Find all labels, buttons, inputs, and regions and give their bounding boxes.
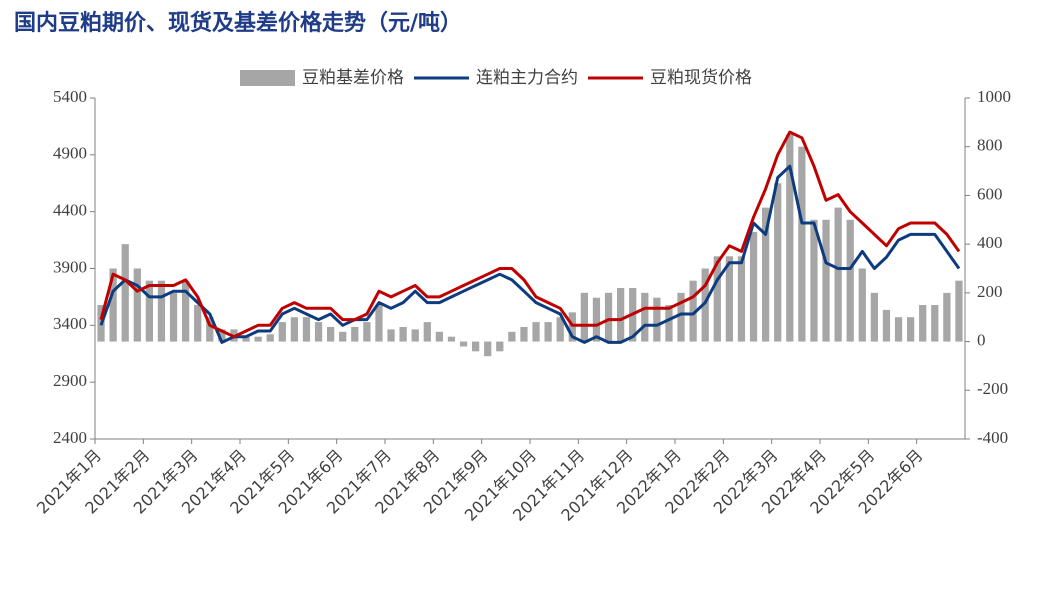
bar (858, 268, 866, 342)
bar (870, 292, 878, 342)
y2-tick-label: 1000 (977, 87, 1011, 106)
legend-swatch (240, 70, 295, 86)
bar (749, 231, 758, 342)
y2-tick-label: 200 (977, 282, 1003, 301)
bar (375, 305, 383, 342)
bar (423, 322, 431, 342)
legend-label: 豆粕现货价格 (650, 68, 752, 88)
bar (701, 268, 709, 342)
bar (665, 305, 673, 342)
bar (798, 146, 806, 342)
bar (725, 256, 733, 342)
bar (737, 256, 746, 342)
bar (810, 219, 818, 342)
bar (459, 341, 468, 347)
bar (592, 297, 601, 342)
y-tick-label: 5400 (53, 87, 87, 106)
bar (266, 334, 274, 342)
bar (907, 317, 915, 342)
bar (363, 322, 371, 342)
bar (568, 312, 576, 342)
bar (121, 244, 129, 342)
y-tick-label: 4900 (53, 144, 87, 163)
bar (544, 322, 552, 342)
bar (218, 329, 226, 342)
bar (894, 317, 903, 342)
bar (846, 219, 854, 342)
bar (762, 207, 770, 342)
line (99, 164, 961, 344)
y2-tick-label: -400 (977, 428, 1008, 447)
bar (532, 322, 540, 342)
bar (182, 280, 190, 342)
bar (556, 317, 564, 342)
y-tick-label: 3900 (53, 257, 87, 276)
bar (580, 292, 588, 342)
y2-tick-label: 0 (977, 330, 986, 349)
bar (339, 331, 347, 342)
bar (435, 331, 443, 342)
legend-label: 豆粕基差价格 (302, 68, 404, 88)
y-tick-label: 2900 (53, 371, 87, 390)
bar (157, 280, 166, 342)
bar (327, 326, 335, 342)
bar (242, 336, 250, 342)
bar (786, 134, 794, 342)
bar (943, 292, 951, 342)
bar (472, 341, 480, 352)
y-tick-label: 3400 (53, 314, 87, 333)
y2-tick-label: 600 (977, 184, 1003, 203)
bar (133, 268, 141, 342)
bar (834, 207, 842, 342)
y-tick-label: 4400 (53, 201, 87, 220)
bar (774, 183, 782, 342)
y2-tick-label: 400 (977, 233, 1003, 252)
bar (194, 305, 202, 342)
bar (411, 329, 419, 342)
chart-title: 国内豆粕期价、现货及基差价格走势（元/吨） (14, 10, 462, 36)
bar (822, 219, 830, 342)
bar (919, 305, 927, 342)
bar (145, 280, 153, 342)
bar (169, 292, 178, 342)
bar (641, 292, 649, 342)
bar (653, 297, 661, 342)
bar (302, 317, 311, 342)
bar (314, 322, 323, 342)
y2-tick-label: -200 (977, 379, 1008, 398)
bar (689, 280, 697, 342)
bar (882, 309, 891, 342)
bar (496, 341, 504, 352)
bar (278, 322, 286, 342)
bar (399, 326, 407, 342)
y-tick-label: 2400 (53, 428, 87, 447)
bar (387, 329, 395, 342)
bar (617, 287, 625, 342)
line (99, 130, 961, 339)
y2-tick-label: 800 (977, 136, 1003, 155)
bar (484, 341, 492, 357)
bar (931, 305, 939, 342)
bar (447, 336, 456, 342)
bar (520, 326, 528, 342)
bar (109, 268, 117, 342)
bar (677, 292, 685, 342)
legend-label: 连粕主力合约 (476, 68, 578, 88)
bar (290, 317, 298, 342)
bar (604, 292, 613, 342)
bar (206, 317, 214, 342)
bar (955, 280, 963, 342)
bar (713, 256, 721, 342)
bar (254, 336, 262, 342)
bar (508, 331, 516, 342)
bar (351, 326, 359, 342)
